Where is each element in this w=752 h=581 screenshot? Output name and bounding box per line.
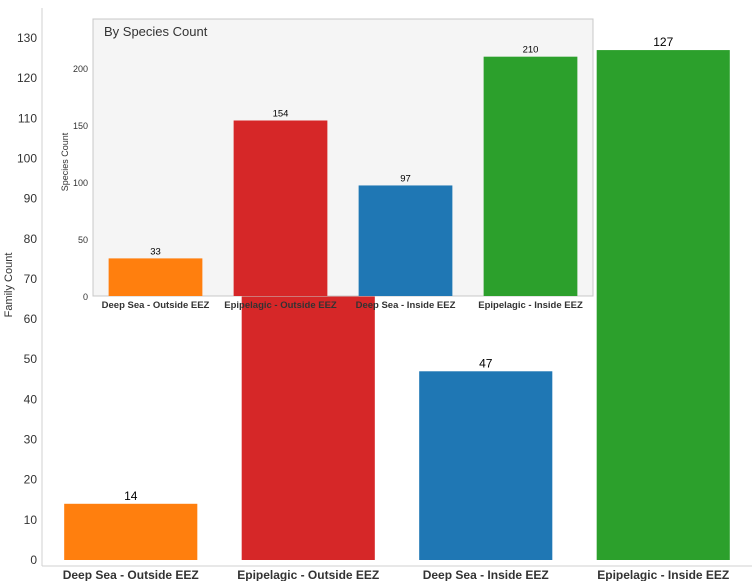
inset-data-label: 210 [523,45,539,56]
main-y-tick-label: 20 [24,473,38,487]
main-y-tick-label: 130 [17,31,37,45]
main-y-tick-label: 100 [17,151,37,165]
main-y-tick-label: 50 [24,352,38,366]
main-x-tick-label: Deep Sea - Outside EEZ [63,568,199,581]
main-y-tick-label: 60 [24,312,38,326]
species-inset-chart: By Species Count Species Count 0 50 100 150… [60,18,594,311]
inset-x-tick-label: Deep Sea - Outside EEZ [102,300,210,311]
main-data-label: 47 [479,356,493,370]
main-data-label: 14 [124,489,138,503]
main-y-tick-label: 10 [24,513,38,527]
main-data-label: 127 [653,35,673,49]
main-y-tick-label: 80 [24,232,38,246]
main-y-axis-title: Family Count [3,253,15,318]
inset-data-label: 154 [273,108,289,119]
inset-bar [358,185,453,296]
inset-y-tick-label: 150 [73,121,88,131]
inset-bar [233,120,328,296]
main-data-labels: 14 47 127 [124,35,674,503]
main-y-tick-label: 70 [24,272,38,286]
inset-x-tick-label: Deep Sea - Inside EEZ [356,300,456,311]
main-y-tick-label: 0 [30,553,37,567]
main-x-tick-label: Epipelagic - Inside EEZ [597,568,729,581]
main-y-tick-label: 90 [24,192,38,206]
inset-bar [483,56,578,296]
main-bar [64,503,198,560]
main-x-tick-label: Deep Sea - Inside EEZ [423,568,549,581]
main-bar [419,371,553,560]
inset-y-axis-title: Species Count [60,132,70,191]
inset-data-labels: 33 154 97 210 [150,45,538,258]
main-axis-lines [41,8,752,567]
main-y-tick-labels: 0 10 20 30 40 50 60 70 80 90 100 110 120 130 [17,31,37,567]
inset-x-tick-label: Epipelagic - Inside EEZ [478,300,583,311]
inset-y-tick-label: 0 [83,292,88,302]
main-y-tick-label: 30 [24,433,38,447]
inset-bar [108,258,203,296]
main-x-tick-label: Epipelagic - Outside EEZ [237,568,379,581]
inset-x-tick-label: Epipelagic - Outside EEZ [224,300,337,311]
inset-data-label: 33 [150,246,161,257]
main-x-tick-labels: Deep Sea - Outside EEZ Epipelagic - Outsi… [63,568,730,581]
inset-y-tick-label: 200 [73,64,88,74]
inset-bars [108,56,578,296]
inset-title: By Species Count [104,24,208,39]
main-y-tick-label: 110 [18,111,37,125]
main-bar [596,50,730,561]
main-y-tick-label: 40 [24,392,38,406]
main-y-tick-label: 120 [17,71,37,85]
inset-y-tick-label: 50 [78,235,88,245]
inset-y-tick-label: 100 [73,178,88,188]
inset-x-tick-labels: Deep Sea - Outside EEZ Epipelagic - Outsi… [102,300,583,311]
inset-data-label: 97 [400,173,411,184]
inset-y-tick-labels: 0 50 100 150 200 [73,64,88,302]
